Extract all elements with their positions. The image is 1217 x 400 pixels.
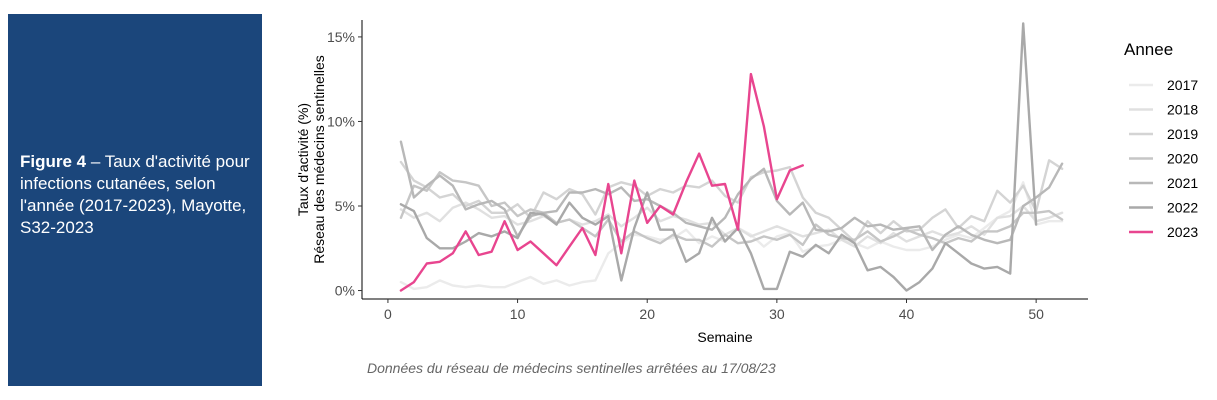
legend: Annee 2017 2018 2019 2020 2021 2022 2023 (1124, 40, 1198, 240)
x-tick-label: 10 (510, 306, 526, 322)
x-tick-label: 30 (769, 306, 785, 322)
legend-items: 2017 2018 2019 2020 2021 2022 2023 (1129, 77, 1198, 240)
y-tick-label: 5% (335, 198, 355, 214)
caption-body: Taux d'activité pour infections cutanées… (20, 152, 250, 237)
x-ticks: 0 10 20 30 40 50 (384, 299, 1044, 322)
legend-label: 2018 (1167, 102, 1198, 118)
y-ticks: 0% 5% 10% 15% (327, 29, 362, 299)
y-tick-label: 15% (327, 29, 355, 45)
legend-title: Annee (1124, 40, 1173, 59)
series-line-2020 (399, 171, 1064, 248)
series-line-2022 (399, 22, 1038, 292)
caption-panel: Figure 4 – Taux d'activité pour infectio… (8, 14, 262, 386)
y-tick-label: 0% (335, 283, 355, 299)
legend-label: 2019 (1167, 126, 1198, 142)
data-footnote: Données du réseau de médecins sentinelle… (367, 360, 776, 376)
legend-label: 2020 (1167, 151, 1198, 167)
caption-separator: – (86, 152, 105, 171)
series-line-2023 (399, 72, 804, 292)
figure-caption: Figure 4 – Taux d'activité pour infectio… (20, 151, 256, 239)
legend-label: 2023 (1167, 224, 1198, 240)
y-axis-title-line: Réseau des médecins sentinelles (311, 55, 327, 264)
legend-label: 2017 (1167, 77, 1198, 93)
y-axis-title: Taux d'activité (%)Réseau des médecins s… (295, 55, 327, 264)
legend-label: 2021 (1167, 175, 1198, 191)
x-tick-label: 40 (899, 306, 915, 322)
y-axis-title-line: Taux d'activité (%) (295, 103, 311, 216)
x-tick-label: 50 (1028, 306, 1044, 322)
x-axis-title: Semaine (697, 329, 752, 345)
series-layer (399, 22, 1064, 292)
figure-label: Figure 4 (20, 152, 87, 171)
x-tick-label: 0 (384, 306, 392, 322)
line-chart: 0% 5% 10% 15% 0 10 20 30 40 50 Taux d'activité (… (295, 20, 1198, 376)
legend-label: 2022 (1167, 200, 1198, 216)
y-tick-label: 10% (327, 113, 355, 129)
x-tick-label: 20 (639, 306, 655, 322)
